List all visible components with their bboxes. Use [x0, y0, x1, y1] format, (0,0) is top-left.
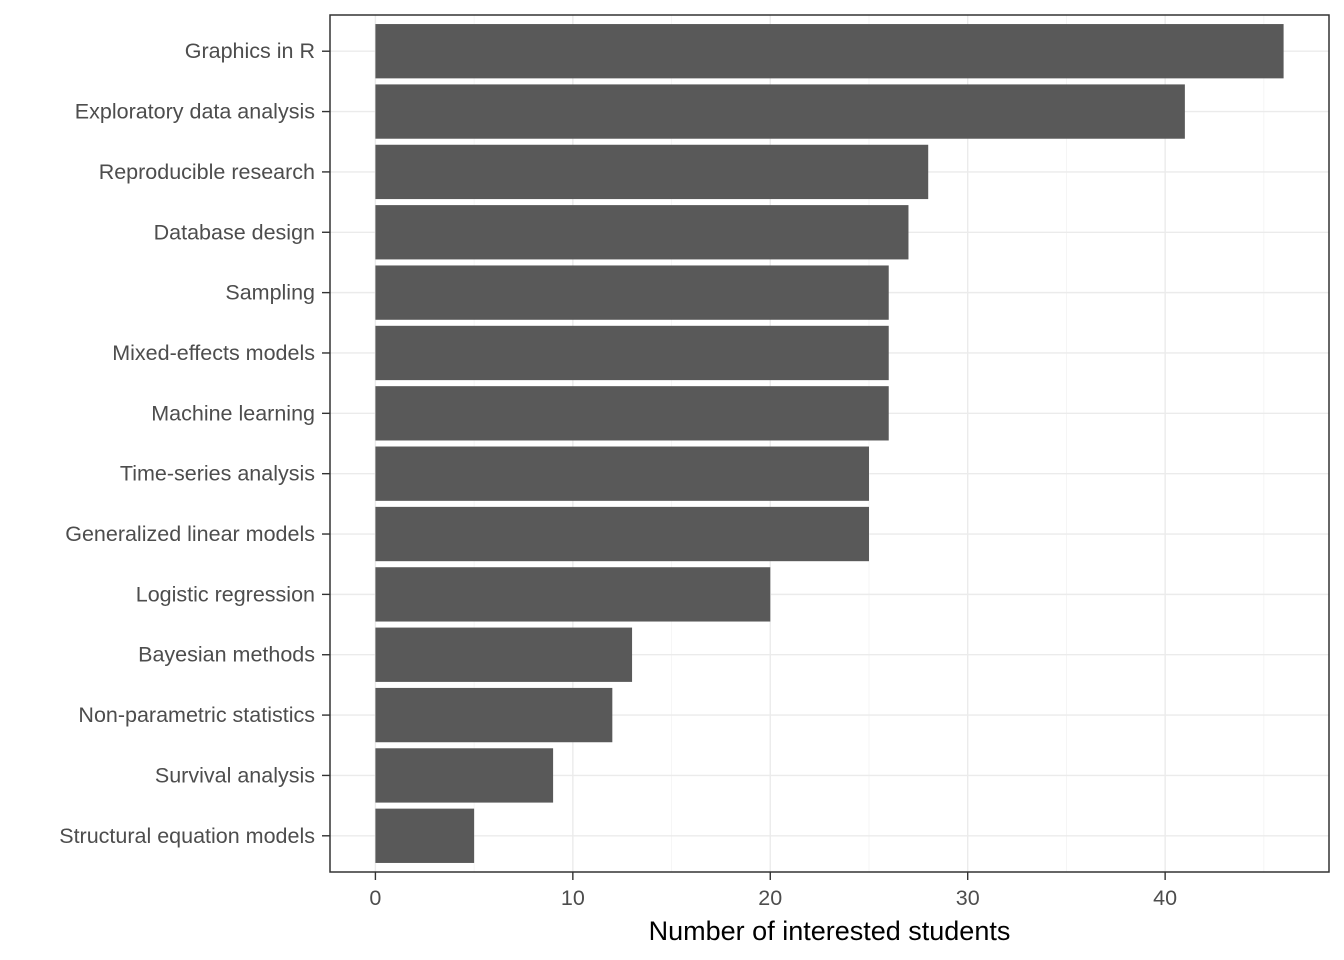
x-tick-label: 10	[561, 886, 585, 910]
y-tick-label: Bayesian methods	[138, 643, 315, 667]
bar	[375, 808, 475, 863]
grid-layer	[330, 15, 1329, 872]
x-tick-label: 0	[369, 886, 381, 910]
bar	[375, 687, 613, 743]
x-tick-label: 20	[758, 886, 782, 910]
x-tick-label: 30	[956, 886, 980, 910]
y-tick-label: Sampling	[225, 281, 315, 305]
y-tick-label: Structural equation models	[59, 824, 315, 848]
panel-border	[329, 14, 1330, 873]
bar	[375, 386, 889, 441]
bar	[375, 84, 1185, 139]
y-tick-label: Database design	[154, 220, 315, 244]
x-axis: 0 10 20 30 40	[369, 872, 1177, 910]
y-tick-label: Machine learning	[151, 401, 315, 425]
y-tick-label: Reproducible research	[99, 160, 315, 184]
bar	[375, 627, 633, 682]
y-tick-label: Time-series analysis	[120, 462, 315, 486]
bar	[375, 205, 909, 260]
y-tick-label: Mixed-effects models	[112, 341, 315, 365]
y-tick-label: Logistic regression	[136, 582, 315, 606]
bar	[375, 325, 889, 381]
bar	[375, 24, 1284, 79]
y-tick-label: Generalized linear models	[65, 522, 315, 546]
bar	[375, 567, 771, 622]
x-axis-title: Number of interested students	[649, 916, 1011, 946]
y-tick-label: Exploratory data analysis	[75, 100, 315, 124]
bar	[375, 144, 929, 200]
y-tick-label: Survival analysis	[155, 763, 315, 787]
bar	[375, 265, 889, 320]
bar	[375, 748, 554, 803]
y-axis: Graphics in R Exploratory data analysis Re…	[59, 39, 330, 848]
bar-layer	[375, 24, 1284, 863]
y-tick-label: Graphics in R	[185, 39, 315, 63]
bar	[375, 506, 869, 562]
y-tick-label: Non-parametric statistics	[78, 703, 315, 727]
x-tick-label: 40	[1153, 886, 1177, 910]
bar	[375, 446, 869, 501]
